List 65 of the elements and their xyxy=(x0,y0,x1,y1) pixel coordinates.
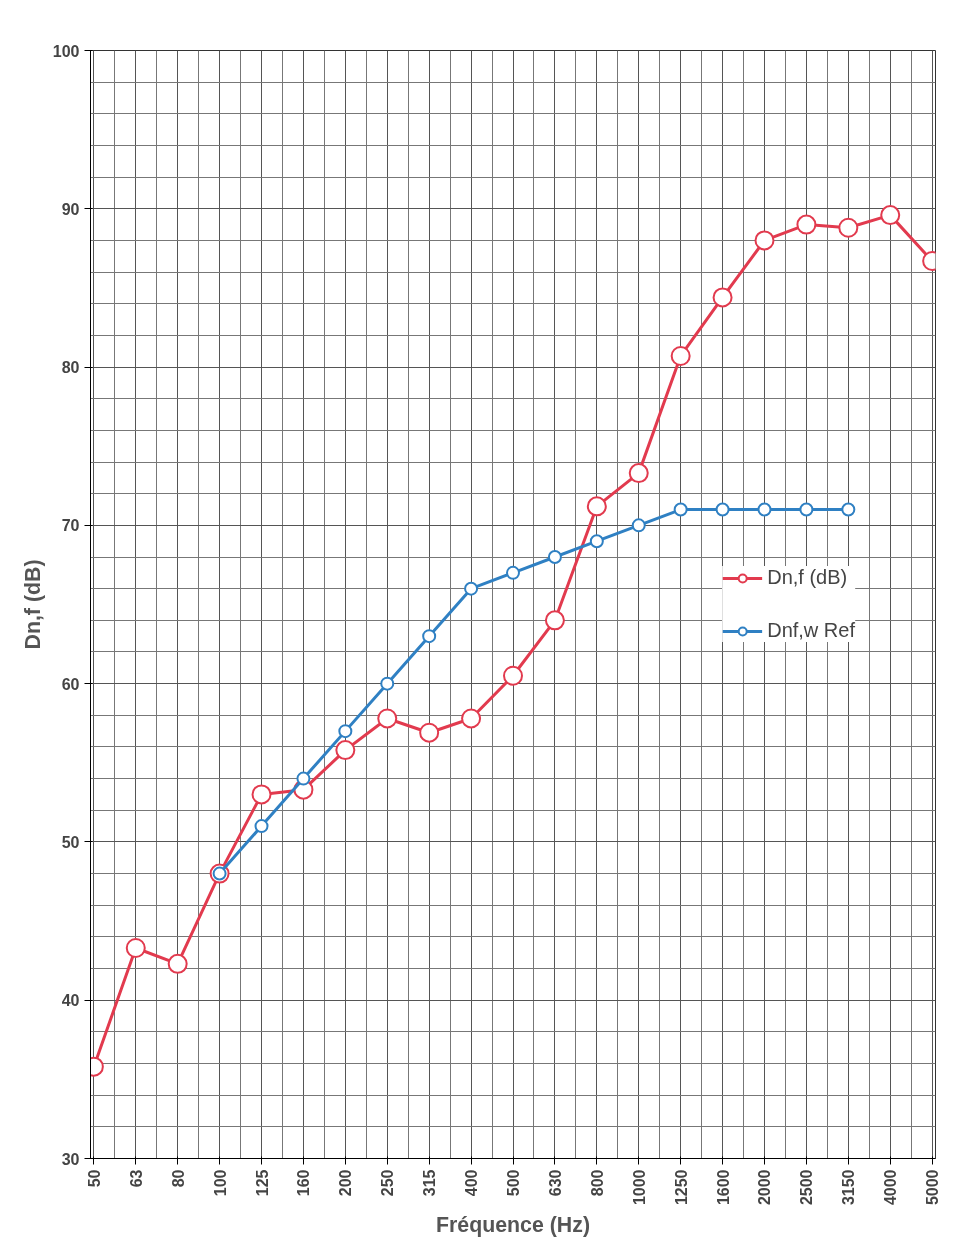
point xyxy=(461,708,482,729)
x-tick-label: 250 xyxy=(379,1169,397,1197)
x-tick-label: 2500 xyxy=(798,1169,816,1206)
x-tick-label: 500 xyxy=(505,1169,522,1197)
point xyxy=(712,287,733,308)
x-tick-label: 400 xyxy=(463,1169,481,1197)
y-tick-label: 50 xyxy=(61,833,80,851)
legend-label: Dn,f (dB) xyxy=(767,566,848,589)
x-tick-label: 125 xyxy=(253,1169,271,1197)
point xyxy=(419,722,440,743)
point xyxy=(251,784,272,805)
point xyxy=(838,217,859,238)
point xyxy=(673,502,688,517)
point xyxy=(503,665,523,686)
point xyxy=(880,205,901,226)
point xyxy=(754,230,775,251)
x-tick-label: 100 xyxy=(211,1169,229,1197)
x-tick-label: 800 xyxy=(588,1169,606,1197)
point xyxy=(125,938,146,958)
point xyxy=(254,819,269,834)
point xyxy=(841,502,856,517)
point xyxy=(799,502,814,517)
point xyxy=(338,724,353,739)
point xyxy=(796,214,817,235)
legend-label: Dnf,w Ref xyxy=(767,619,855,642)
x-tick-label: 160 xyxy=(295,1169,313,1197)
point xyxy=(628,463,649,484)
y-tick-label: 60 xyxy=(61,675,80,693)
x-tick-label: 63 xyxy=(127,1169,145,1188)
point xyxy=(380,676,395,691)
point xyxy=(670,346,691,366)
x-tick-label: 630 xyxy=(546,1169,564,1197)
y-axis-title: Dn,f (dB) xyxy=(20,559,45,650)
x-tick-label: 50 xyxy=(85,1169,103,1188)
point xyxy=(586,496,607,517)
point xyxy=(589,534,604,549)
point xyxy=(167,953,188,974)
x-axis-title: Fréquence (Hz) xyxy=(435,1213,591,1238)
point xyxy=(757,502,772,517)
x-tick-label: 3150 xyxy=(840,1169,858,1206)
point xyxy=(377,708,398,729)
point xyxy=(544,610,565,631)
x-tick-label: 1250 xyxy=(672,1169,690,1206)
x-tick-label: 1000 xyxy=(630,1169,648,1206)
y-tick-label: 80 xyxy=(61,359,80,377)
x-tick-label: 2000 xyxy=(756,1169,774,1206)
point xyxy=(464,581,479,596)
x-tick-label: 1600 xyxy=(714,1169,732,1206)
point xyxy=(422,629,437,644)
y-tick-label: 100 xyxy=(52,42,80,60)
point xyxy=(296,771,311,786)
point xyxy=(631,518,646,533)
x-tick-label: 5000 xyxy=(924,1169,942,1206)
y-tick-label: 30 xyxy=(61,1150,80,1168)
point xyxy=(506,565,520,580)
x-tick-label: 200 xyxy=(337,1169,355,1197)
point xyxy=(547,550,562,564)
x-tick-label: 4000 xyxy=(882,1169,900,1206)
x-tick-label: 315 xyxy=(421,1169,439,1197)
y-tick-label: 40 xyxy=(61,992,80,1010)
y-tick-label: 90 xyxy=(61,200,80,218)
x-tick-label: 80 xyxy=(169,1169,187,1188)
y-tick-label: 70 xyxy=(61,517,80,535)
point xyxy=(335,740,356,761)
point xyxy=(715,502,730,517)
